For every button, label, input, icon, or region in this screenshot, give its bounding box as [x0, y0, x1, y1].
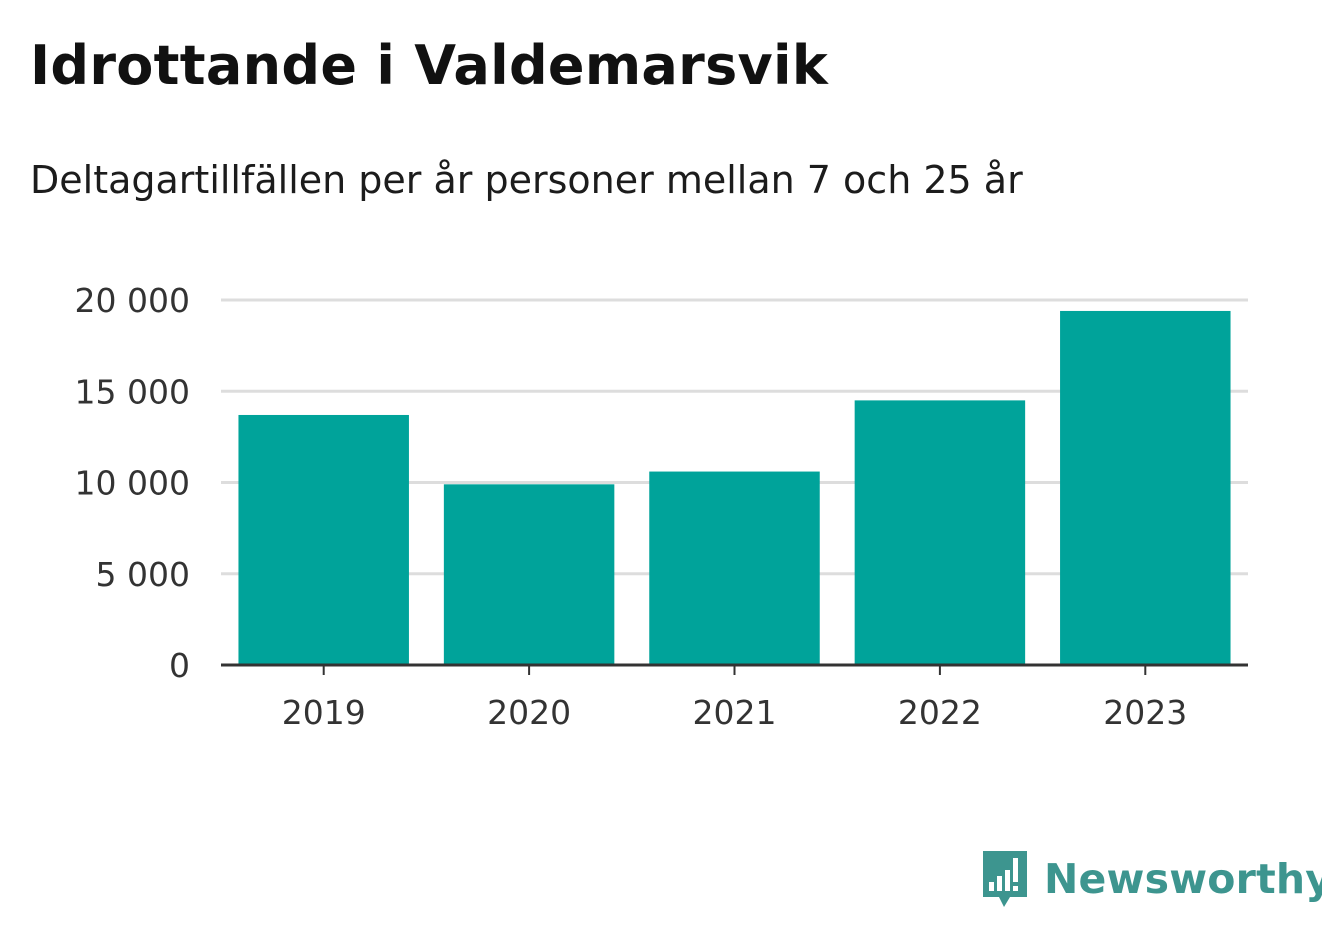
- x-tick-label: 2022: [898, 693, 982, 732]
- y-tick-label: 0: [169, 646, 190, 685]
- bar-2023: [1060, 310, 1231, 665]
- y-tick-label: 5 000: [96, 555, 190, 594]
- newsworthy-logo-icon: [983, 851, 1027, 907]
- bars: [238, 310, 1231, 665]
- bar-2022: [854, 400, 1026, 665]
- brand-name: Newsworthy: [1044, 855, 1322, 903]
- chart-title: Idrottande i Valdemarsvik: [30, 34, 829, 97]
- y-tick-label: 10 000: [75, 464, 190, 503]
- x-tick-label: 2023: [1103, 693, 1187, 732]
- bar-2019: [238, 414, 409, 665]
- bar-2021: [649, 471, 820, 665]
- x-tick-label: 2019: [282, 693, 366, 732]
- x-axis: [221, 663, 1248, 675]
- x-tick-label: 2021: [693, 693, 777, 732]
- y-tick-label: 15 000: [75, 372, 190, 411]
- y-tick-labels: 0 5 000 10 000 15 000 20 000: [75, 281, 190, 685]
- bar-2020: [443, 484, 615, 665]
- chart-subtitle: Deltagartillfällen per år personer mella…: [30, 158, 1023, 202]
- brand-logo: Newsworthy: [980, 848, 1322, 910]
- x-tick-labels: 2019 2020 2021 2022 2023: [282, 693, 1188, 732]
- x-tick-label: 2020: [487, 693, 571, 732]
- y-tick-label: 20 000: [75, 281, 190, 320]
